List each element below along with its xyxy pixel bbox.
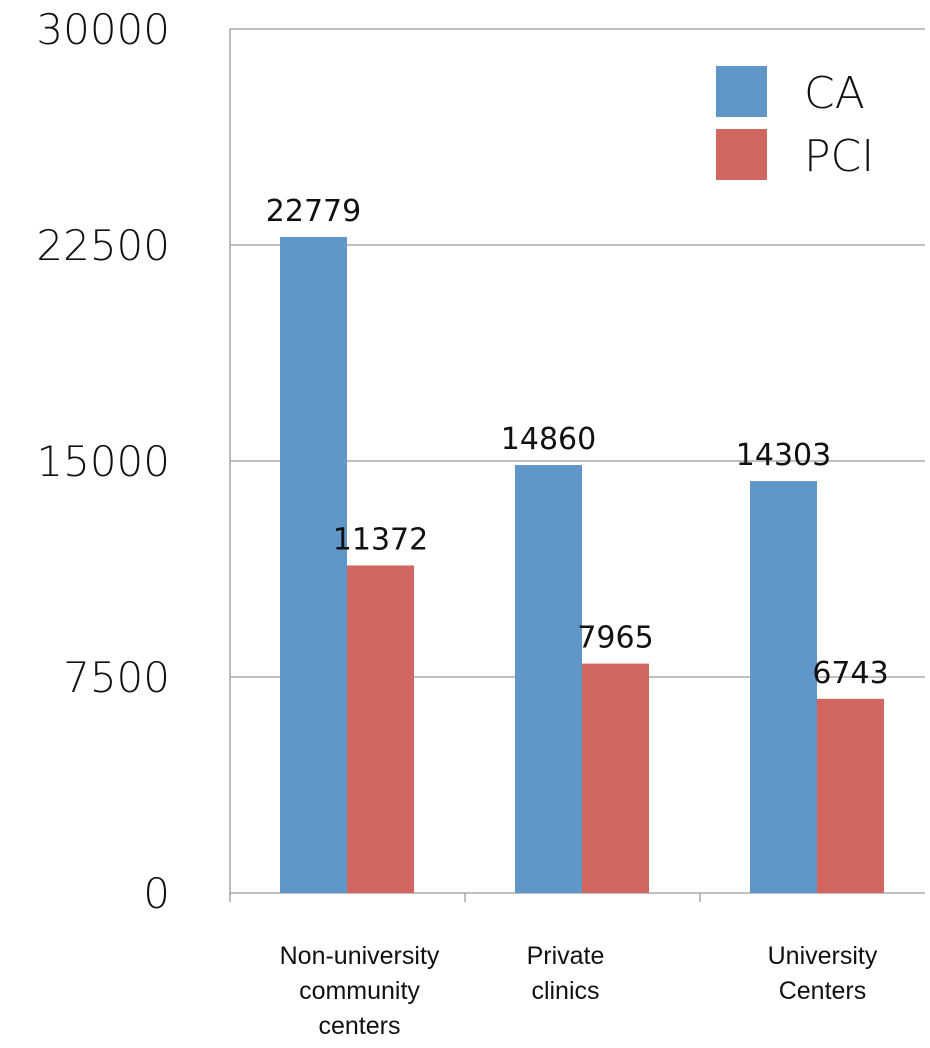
x-category-label: Non-university community centers [280,942,440,1040]
x-category-label-line: Centers [779,977,867,1005]
bar-pci-1 [582,663,649,893]
bar-ca-1 [515,465,582,893]
x-category-label-line: clinics [531,977,599,1005]
x-category-label: University Centers [768,942,878,1005]
data-label: 11372 [333,522,428,557]
y-tick-label: 30000 [36,5,170,54]
x-category-label: Private clinics [527,942,605,1005]
y-tick-label: 22500 [36,221,170,270]
data-label: 22779 [266,194,361,229]
data-label: 6743 [812,656,888,691]
legend-swatch-pci [716,129,767,180]
y-tick-label: 7500 [63,653,170,702]
bar-pci-2 [817,698,884,893]
x-category-label-line: community [299,977,420,1005]
data-label: 14860 [501,422,596,457]
bar-ca-0 [280,236,347,894]
legend-label: PCI [804,131,874,182]
x-category-label-line: centers [319,1012,401,1040]
data-label: 14303 [736,438,831,473]
x-category-label-line: Non-university [280,942,440,970]
x-category-label-line: Private [527,942,605,970]
bar-ca-2 [750,481,817,893]
y-tick-label: 15000 [36,437,170,486]
legend-swatch-ca [716,66,767,117]
data-label: 7965 [577,621,653,656]
bar-pci-0 [347,565,414,893]
legend-label: CA [804,68,865,119]
x-category-label-line: University [768,942,878,970]
y-tick-label: 0 [143,869,170,918]
